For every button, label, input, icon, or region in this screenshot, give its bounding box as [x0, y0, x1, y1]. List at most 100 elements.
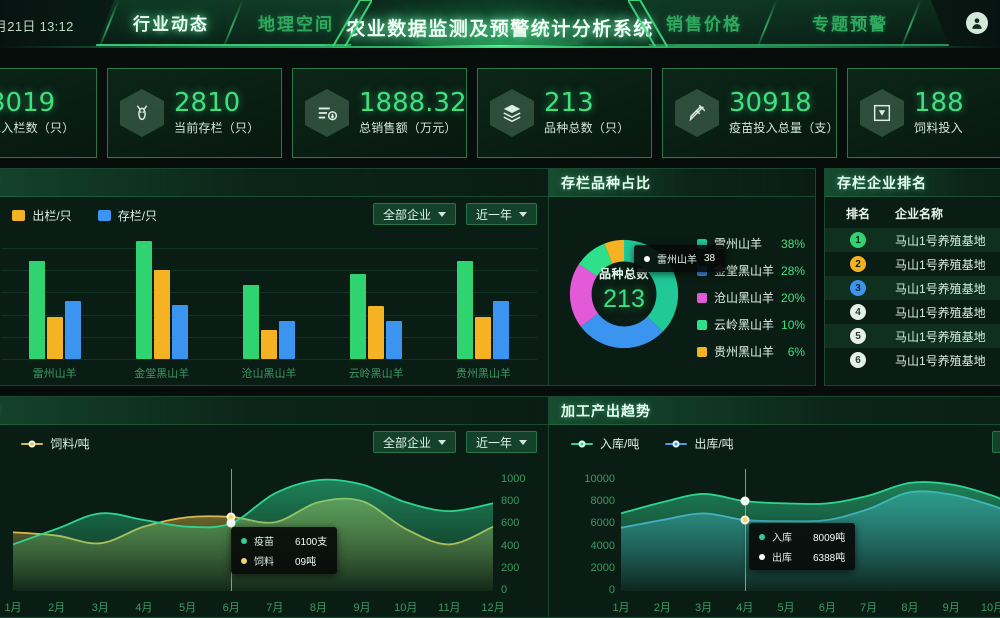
- nav-tab-industry-news[interactable]: 行业动态: [133, 15, 209, 34]
- donut-segment[interactable]: [569, 264, 599, 327]
- bar[interactable]: [243, 284, 259, 359]
- tooltip-row: 出库 6388吨: [759, 549, 845, 564]
- x-axis-tick: 2月: [48, 602, 66, 614]
- legend-item[interactable]: 雷州山羊 38%: [697, 235, 805, 252]
- donut-segment[interactable]: [604, 239, 625, 264]
- kpi-label: 当前存栏（只）: [174, 121, 260, 136]
- kpi-value: 213: [544, 87, 594, 118]
- table-row[interactable]: 2 马山1号养殖基地: [825, 252, 1000, 276]
- legend-item-stock[interactable]: 存栏/只: [97, 207, 157, 224]
- kpi-label: 总入栏数（只）: [0, 121, 75, 136]
- legend-item-feed[interactable]: 饲料/吨: [21, 435, 90, 452]
- gridline: [1, 359, 537, 360]
- data-point[interactable]: [226, 512, 236, 522]
- chevron-down-icon: [437, 439, 446, 445]
- tooltip-row: 入库 8009吨: [759, 529, 845, 544]
- kpi-label: 疫苗投入总量（支）: [729, 121, 839, 136]
- legend-label: 云岭黑山羊: [714, 318, 775, 332]
- tooltip-label: 雷州山羊: [657, 255, 697, 266]
- enterprise-filter-dropdown[interactable]: 全部企业: [372, 203, 456, 225]
- period-filter-dropdown[interactable]: 近一年: [465, 431, 537, 453]
- layers-icon: [490, 89, 534, 137]
- bar[interactable]: [368, 305, 385, 359]
- header-bottom-glow: [0, 46, 1000, 48]
- bar[interactable]: [350, 273, 367, 359]
- legend-item-outtake[interactable]: 出栏/只: [12, 207, 72, 224]
- legend-item[interactable]: 沧山黑山羊 20%: [697, 289, 805, 306]
- bar-chart-legend: 入栏/只 出栏/只 存栏/只: [0, 207, 157, 224]
- x-axis-tick: 8月: [901, 602, 919, 614]
- syringe-icon: [675, 89, 719, 137]
- output-trend-legend: 入库/吨 出库/吨: [571, 435, 734, 452]
- tooltip-value: 6388吨: [813, 553, 846, 564]
- bar[interactable]: [135, 241, 152, 359]
- legend-label: 入库/吨: [600, 437, 640, 451]
- bar[interactable]: [64, 301, 81, 359]
- donut-svg: [569, 239, 679, 349]
- y-axis-tick: 1000: [501, 473, 526, 486]
- bar[interactable]: [28, 261, 45, 359]
- kpi-card-current-stock[interactable]: 2810 当前存栏（只）: [107, 68, 282, 158]
- tooltip-label: 入库: [772, 533, 792, 544]
- bar[interactable]: [279, 321, 295, 359]
- donut-segment[interactable]: [578, 243, 613, 277]
- user-avatar-icon[interactable]: [966, 12, 988, 34]
- kpi-card-feed-input[interactable]: 188 饲料投入: [847, 68, 1000, 158]
- input-trend-controls: 全部企业 近一年: [372, 431, 537, 453]
- table-row[interactable]: 3 马山1号养殖基地: [825, 276, 1000, 300]
- rank-badge: 1: [850, 232, 866, 249]
- table-row[interactable]: 1 马山1号养殖基地: [825, 228, 1000, 252]
- bar[interactable]: [493, 301, 510, 359]
- nav-tab-sales-price[interactable]: 销售价格: [666, 15, 742, 34]
- tooltip-value: 8009吨: [813, 533, 846, 544]
- enterprise-filter-dropdown[interactable]: 全部企业: [372, 431, 456, 453]
- enterprise-filter-dropdown[interactable]: 全部企业: [991, 431, 1000, 453]
- table-row[interactable]: 6 马山1号养殖基地: [825, 348, 1000, 372]
- tooltip-dot: [759, 533, 765, 540]
- bar[interactable]: [261, 329, 277, 359]
- nav-tab-alert-topics[interactable]: 专题预警: [812, 15, 888, 34]
- chevron-down-icon: [437, 211, 446, 217]
- bar[interactable]: [386, 321, 403, 359]
- bar[interactable]: [475, 316, 492, 359]
- table-row[interactable]: 4 马山1号养殖基地: [825, 300, 1000, 324]
- donut-chart[interactable]: 品种总数 213: [565, 235, 683, 353]
- kpi-card-breed-count[interactable]: 213 品种总数（只）: [477, 68, 652, 158]
- legend-item[interactable]: 贵州黑山羊 6%: [697, 343, 805, 360]
- kpi-card-vaccine-total[interactable]: 30918 疫苗投入总量（支）: [662, 68, 839, 158]
- kpi-card-total-intake[interactable]: 3019 总入栏数（只）: [0, 68, 97, 158]
- donut-segment[interactable]: [580, 313, 663, 349]
- table-row[interactable]: 5 马山1号养殖基地: [825, 324, 1000, 348]
- bar[interactable]: [46, 317, 63, 359]
- legend-item[interactable]: 云岭黑山羊 10%: [697, 316, 805, 333]
- x-axis-tick: 6月: [818, 602, 836, 614]
- title-glow-backdrop: [325, 0, 675, 48]
- gridline: [1, 248, 537, 250]
- x-axis-tick: 5月: [178, 602, 197, 614]
- bar[interactable]: [171, 305, 188, 359]
- x-axis-tick: 4月: [736, 602, 754, 614]
- legend-percent: 10%: [781, 317, 806, 332]
- legend-swatch: [97, 210, 111, 221]
- kpi-card-total-sales[interactable]: 1888.32 总销售额（万元）: [292, 68, 467, 158]
- legend-label: 出库/吨: [694, 437, 734, 451]
- period-filter-dropdown[interactable]: 近一年: [465, 203, 537, 225]
- data-point[interactable]: [740, 496, 750, 506]
- enterprise-name-cell: 马山1号养殖基地: [895, 233, 986, 248]
- input-trend-legend: 疫苗/支 饲料/吨: [0, 435, 90, 452]
- kpi-value: 3019: [0, 87, 56, 118]
- x-axis-tick: 1月: [4, 602, 22, 614]
- bar[interactable]: [457, 261, 474, 359]
- gridline: [1, 292, 537, 294]
- panel-body: 品种总数 213 雷州山羊 38 雷州山羊 38% 金堂黑山羊 28% 沧山黑山羊 20%…: [549, 197, 815, 385]
- panel-header: 投入品趋势: [0, 397, 549, 425]
- bar[interactable]: [153, 269, 170, 359]
- legend-item-outbound[interactable]: 出库/吨: [665, 435, 734, 452]
- data-point[interactable]: [740, 515, 750, 525]
- kpi-label: 总销售额（万元）: [359, 121, 457, 136]
- legend-item-inbound[interactable]: 入库/吨: [571, 435, 639, 452]
- header-datetime: 月21日 13:12: [0, 19, 74, 34]
- legend-swatch: [697, 346, 707, 357]
- nav-tab-geospatial[interactable]: 地理空间: [258, 15, 334, 34]
- legend-percent: 6%: [787, 344, 806, 359]
